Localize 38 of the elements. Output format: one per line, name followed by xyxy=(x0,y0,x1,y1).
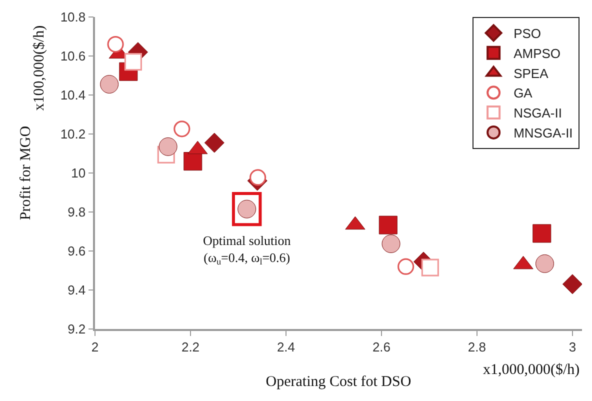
point xyxy=(378,216,398,234)
legend-label: SPEA xyxy=(514,66,549,81)
legend-label: MNSGA-II xyxy=(514,126,573,141)
y-tick-label: 9.8 xyxy=(68,204,86,220)
point xyxy=(421,258,439,276)
point xyxy=(100,75,119,94)
x-tick-label: 2 xyxy=(91,339,99,354)
x-tick-label: 2.4 xyxy=(276,339,296,354)
y-tick-label: 9.6 xyxy=(68,244,86,259)
y-axis-title: Profit for MGO xyxy=(18,126,34,220)
y-tick-label: 9.4 xyxy=(68,282,86,298)
x-axis-title: Operating Cost fot DSO xyxy=(266,374,412,390)
x-tick-label: 3 xyxy=(568,339,576,354)
annotation: Optimal solution (ω$_{u}$=0.4, ω$_{l}$=0.6) xyxy=(203,233,292,267)
legend-label: GA xyxy=(514,86,533,101)
point xyxy=(158,137,178,156)
point xyxy=(382,234,400,254)
point xyxy=(532,224,552,243)
point xyxy=(536,254,554,273)
point xyxy=(250,169,266,186)
legend-label: PSO xyxy=(514,26,542,42)
y-tick-label: 9.2 xyxy=(68,322,86,337)
y-tick-label: 10.2 xyxy=(60,126,86,142)
x-tick-label: 2.6 xyxy=(372,339,391,354)
point xyxy=(562,274,582,294)
y-tick-label: 10 xyxy=(71,166,86,181)
y-tick-label: 10.8 xyxy=(60,10,86,25)
text: x1,000,000($/h) xyxy=(483,362,580,378)
point xyxy=(124,53,142,71)
point xyxy=(204,132,224,153)
text: x100,000($/h) xyxy=(31,25,48,111)
y-tick-label: 10.4 xyxy=(60,88,86,103)
point xyxy=(184,152,202,171)
x-tick-label: 2.8 xyxy=(468,339,486,354)
y-tick-label: 10.6 xyxy=(60,48,86,64)
legend-label: AMPSO xyxy=(514,46,561,61)
legend-label: NSGA-II xyxy=(514,106,562,121)
x-tick-label: 2.2 xyxy=(181,339,200,354)
